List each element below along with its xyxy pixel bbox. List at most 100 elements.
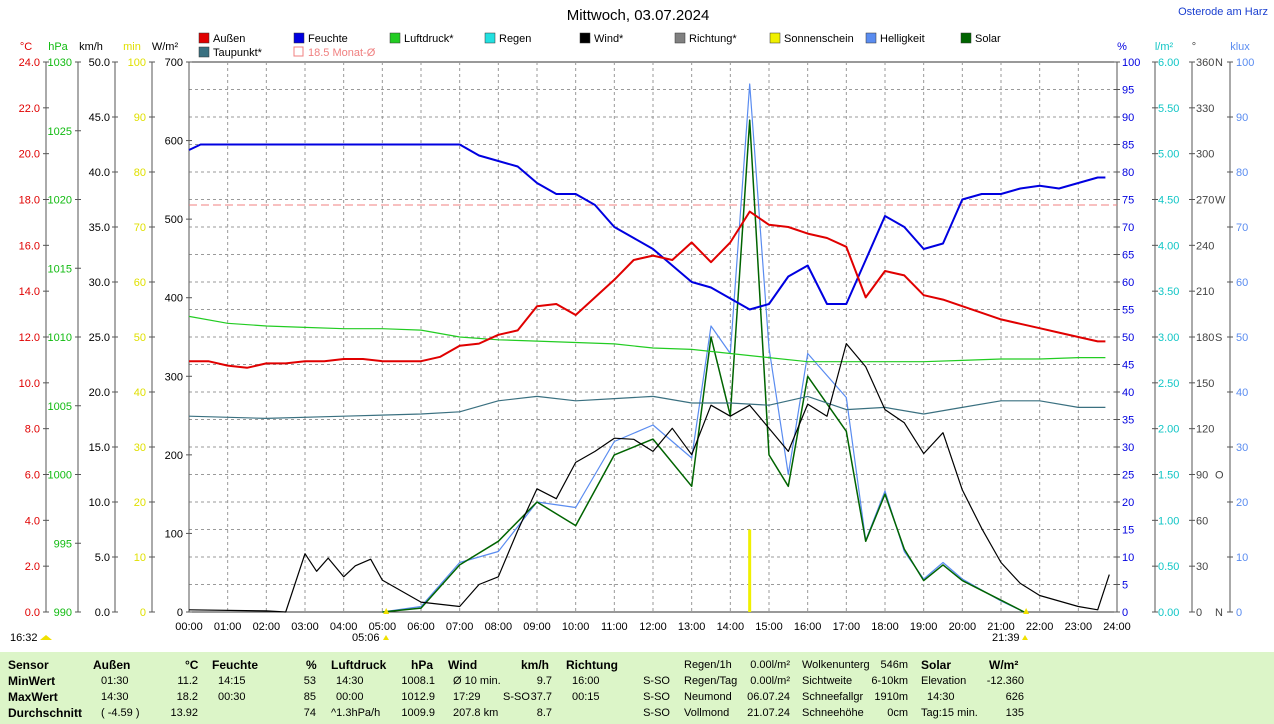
x-tick-label: 09:00 <box>523 621 551 633</box>
humidity-tick-label: 90 <box>1122 112 1134 124</box>
info-schneehoehe-value: 0cm <box>887 707 908 719</box>
x-tick-label: 24:00 <box>1103 621 1131 633</box>
wind-tick-label: 0.0 <box>95 607 110 619</box>
series-line-helligkeit <box>382 83 1025 613</box>
info-neumond-value: 06.07.24 <box>747 691 790 703</box>
x-tick-label: 17:00 <box>833 621 861 633</box>
lux-tick-label: 100 <box>1236 57 1254 69</box>
temp-tick-label: 24.0 <box>19 57 40 69</box>
row-min-label: MinWert <box>8 674 56 688</box>
humidity-unit: % <box>1117 41 1127 53</box>
sunmin-tick-label: 60 <box>134 277 146 289</box>
x-tick-label: 14:00 <box>717 621 745 633</box>
x-tick-label: 21:00 <box>987 621 1015 633</box>
hdr-luftdruck: Luftdruck <box>331 658 387 672</box>
hdr-luftdruck-unit: hPa <box>411 658 434 672</box>
lux-unit: klux <box>1230 41 1250 53</box>
series-line-solar <box>382 119 1025 613</box>
pressure-tick-label: 1025 <box>48 126 72 138</box>
row-avg-label: Durchschnitt <box>8 706 83 720</box>
solar-max-time: 14:30 <box>927 691 955 703</box>
x-tick-label: 04:00 <box>330 621 358 633</box>
sunmin-tick-label: 80 <box>134 167 146 179</box>
min-wind-value: 9.7 <box>536 675 552 687</box>
info-regen-1h-value: 0.00l/m² <box>750 659 790 671</box>
weather-chart: Mittwoch, 03.07.2024 Osterode am Harz 0.… <box>10 6 1268 644</box>
avg-druck-trend: ^1.3hPa/h <box>331 707 381 719</box>
humidity-tick-label: 70 <box>1122 222 1134 234</box>
wind-tick-label: 20.0 <box>89 387 110 399</box>
legend-label: Helligkeit <box>880 33 925 45</box>
legend-swatch <box>484 32 496 44</box>
direction-tick-label: 210 <box>1196 286 1214 298</box>
humidity-tick-label: 20 <box>1122 497 1134 509</box>
info-vollmond-value: 21.07.24 <box>747 707 790 719</box>
temp-tick-label: 20.0 <box>19 149 40 161</box>
x-tick-label: 07:00 <box>446 621 474 633</box>
info-vollmond-label: Vollmond <box>684 707 730 719</box>
temp-tick-label: 10.0 <box>19 378 40 390</box>
solar-tick-label: 100 <box>165 528 183 540</box>
solar-tick-label: 300 <box>165 371 183 383</box>
info-schneehoehe-label: Schneehöhe <box>802 707 864 719</box>
hdr-sensor: Sensor <box>8 658 49 672</box>
info-neumond-label: Neumond <box>684 691 732 703</box>
solar-max-value: 626 <box>1005 691 1024 703</box>
rain-tick-label: 2.00 <box>1158 424 1179 436</box>
sunset-icon <box>1023 608 1030 614</box>
hdr-wind-unit: km/h <box>521 658 550 672</box>
lux-tick-label: 70 <box>1236 222 1248 234</box>
legend: Außen Feuchte Luftdruck* Regen Wind* Richtung… <box>198 32 1001 59</box>
min-feuchte-time: 14:15 <box>218 675 246 687</box>
solar-tick-label: 0 <box>177 607 183 619</box>
wind-tick-label: 50.0 <box>89 57 110 69</box>
hdr-richtung: Richtung <box>566 658 618 672</box>
solar-tick-label: 200 <box>165 450 183 462</box>
direction-tick-label: 90 <box>1196 470 1208 482</box>
pressure-tick-label: 1010 <box>48 332 72 344</box>
rain-tick-label: 5.50 <box>1158 103 1179 115</box>
max-feuchte-time: 00:30 <box>218 691 246 703</box>
row-max-label: MaxWert <box>8 690 58 704</box>
annotations: 16:32 05:06 21:39 <box>10 608 1030 644</box>
pressure-unit: hPa <box>48 41 68 53</box>
solar-tick-label: 500 <box>165 214 183 226</box>
direction-tick-label: 0 <box>1196 607 1202 619</box>
sunmin-tick-label: 0 <box>140 607 146 619</box>
x-tick-label: 15:00 <box>755 621 783 633</box>
lux-tick-label: 60 <box>1236 277 1248 289</box>
legend-swatch <box>579 32 591 44</box>
sunrise-icon <box>383 608 390 614</box>
x-tick-label: 06:00 <box>407 621 435 633</box>
pressure-tick-label: 990 <box>54 607 72 619</box>
humidity-tick-label: 30 <box>1122 442 1134 454</box>
x-tick-label: 20:00 <box>949 621 977 633</box>
x-tick-label: 03:00 <box>291 621 319 633</box>
direction-tick-label: 150 <box>1196 378 1214 390</box>
humidity-tick-label: 40 <box>1122 387 1134 399</box>
solar-unit: W/m² <box>152 41 179 53</box>
pressure-tick-label: 1005 <box>48 401 72 413</box>
legend-swatch <box>769 32 781 44</box>
humidity-tick-label: 45 <box>1122 360 1134 372</box>
min-aussen-value: 11.2 <box>177 675 198 687</box>
rain-tick-label: 2.50 <box>1158 378 1179 390</box>
lux-tick-label: 80 <box>1236 167 1248 179</box>
x-tick-label: 18:00 <box>871 621 899 633</box>
legend-label: Solar <box>975 33 1001 45</box>
temp-tick-label: 16.0 <box>19 240 40 252</box>
pressure-tick-label: 1030 <box>48 57 72 69</box>
legend-label-monthly-average: 18.5 Monat-Ø <box>308 47 376 59</box>
x-tick-label: 01:00 <box>214 621 242 633</box>
info-schneefallgr-value: 1910m <box>874 691 908 703</box>
wind-tick-label: 45.0 <box>89 112 110 124</box>
legend-label: Außen <box>213 33 245 45</box>
compass-label: N <box>1215 607 1223 619</box>
avg-druck-value: 1009.9 <box>401 707 435 719</box>
rain-tick-label: 6.00 <box>1158 57 1179 69</box>
sunmin-tick-label: 50 <box>134 332 146 344</box>
max-feuchte-value: 85 <box>303 691 316 703</box>
legend-label: Luftdruck* <box>404 33 454 45</box>
x-tick-label: 22:00 <box>1026 621 1054 633</box>
solar-elevation-value: -12.360 <box>986 675 1024 687</box>
